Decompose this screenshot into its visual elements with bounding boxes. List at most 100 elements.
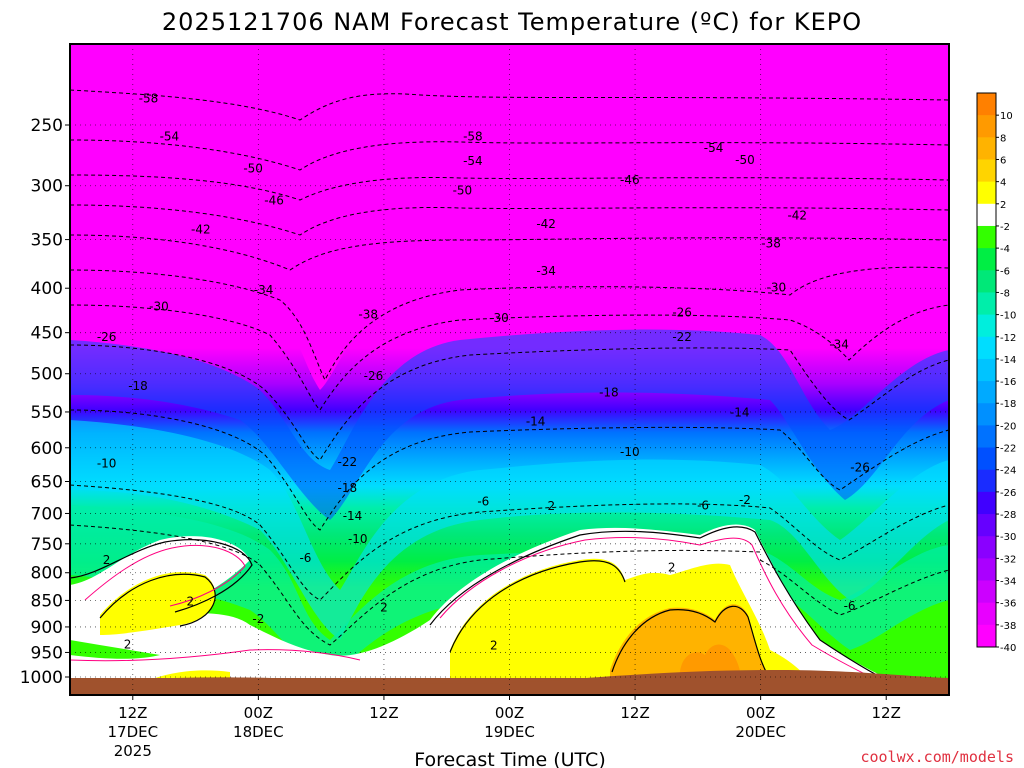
y-tick-label: 250 (31, 116, 63, 136)
isotherm-contours (70, 89, 949, 646)
colorbar-tick-label: -30 (1000, 532, 1016, 543)
isotherm-label: -50 (735, 153, 755, 167)
freezing-contours (70, 526, 891, 683)
y-tick-label: 550 (31, 403, 63, 423)
x-tick-label: 12Z (620, 704, 649, 722)
isotherm-label: -2 (739, 493, 751, 507)
isotherm-label: -50 (453, 183, 473, 197)
isotherm-label: -26 (364, 369, 384, 383)
colorbar-frame (976, 92, 997, 648)
isotherm-label: -6 (844, 599, 856, 613)
isotherm-label: -42 (536, 217, 556, 231)
band-yellow-warm (100, 571, 216, 635)
isotherm-label: -58 (463, 130, 483, 144)
y-tick-label: 750 (31, 535, 63, 555)
isotherm-label: -10 (348, 532, 368, 546)
isotherm-label: -26 (97, 330, 117, 344)
colorbar-tick-label: 10 (1000, 111, 1013, 122)
gridlines (70, 44, 949, 695)
x-tick-label: 00Z (495, 704, 524, 722)
colorbar-swatch (977, 314, 996, 338)
temperature-bands (70, 250, 949, 695)
isotherm-label: -42 (191, 222, 211, 236)
isotherm-label: -6 (299, 551, 311, 565)
colorbar-swatch (977, 491, 996, 515)
colorbar-tick-label: -36 (1000, 599, 1016, 610)
colorbar-swatch (977, 93, 996, 116)
colorbar-tick-label: -2 (1000, 222, 1010, 233)
colorbar-tick-label: -8 (1000, 288, 1010, 299)
isotherm-label: -30 (149, 299, 169, 313)
isotherm-label: -34 (829, 337, 849, 351)
y-tick-label: 700 (31, 504, 63, 524)
band-green-lower-left (70, 640, 160, 659)
isotherm-label: 2 (490, 638, 498, 652)
colorbar-swatch (977, 137, 996, 160)
isotherm-label: -14 (730, 406, 750, 420)
colorbar-tick-label: -38 (1000, 621, 1016, 632)
colorbar-tick-label: -26 (1000, 488, 1016, 499)
isotherm-label: -18 (337, 481, 357, 495)
isotherm-label: -30 (489, 311, 509, 325)
colorbar-swatch (977, 248, 996, 271)
colorbar-swatch (977, 425, 996, 449)
isotherm-label: -6 (697, 498, 709, 512)
warm-isotherm-contours (70, 537, 883, 683)
y-tick-label: 650 (31, 473, 63, 493)
colorbar-tick-label: -28 (1000, 510, 1016, 521)
chart-title: 2025121706 NAM Forecast Temperature (ºC)… (162, 8, 862, 36)
colorbar-swatch (977, 203, 996, 227)
colorbar-tick-label: -20 (1000, 421, 1016, 432)
isotherm-label: -14 (526, 414, 546, 428)
x-tick-label: 18DEC (233, 723, 284, 741)
isotherm-label: -22 (672, 330, 692, 344)
y-tick-label: 300 (31, 177, 63, 197)
colorbar-swatch (977, 580, 996, 604)
x-tick-label: 17DEC (107, 723, 158, 741)
colorbar-tick-label: -22 (1000, 444, 1016, 455)
y-tick-label: 350 (31, 231, 63, 251)
band-blue-trough (70, 329, 949, 520)
terrain-ground-upper (70, 670, 949, 695)
isotherm-labels: -58-54-50-46-42-34-30-26-18-10-38-26-22-… (97, 91, 870, 652)
x-tick-label: 12Z (369, 704, 398, 722)
colorbar-swatch (977, 536, 996, 559)
colorbar-swatch (977, 624, 996, 648)
isotherm-label: 2 (668, 561, 676, 575)
y-tick-label: 900 (31, 618, 63, 638)
colorbar-swatch (977, 270, 996, 293)
isotherm-label: -54 (704, 141, 724, 155)
band-cyan-layer (70, 420, 949, 640)
isotherm-label: -34 (254, 283, 274, 297)
colorbar-tick-label: -14 (1000, 355, 1016, 366)
colorbar-legend: 10 8 6 4 2 -2 -4 -6 -8 -10 -12 -14 -16 -18 -20 -22 -24 -2… (976, 92, 1016, 654)
colorbar-tick-label: 8 (1000, 133, 1006, 144)
isotherm-label: 2 (124, 637, 132, 651)
y-tick-label: 450 (31, 324, 63, 344)
colorbar-swatch (977, 447, 996, 471)
isotherm-label: -14 (343, 509, 363, 523)
y-tick-label: 950 (31, 643, 63, 663)
colorbar-tick-label: -24 (1000, 466, 1016, 477)
isotherm-label: -58 (139, 91, 159, 105)
isotherm-label: -22 (337, 455, 357, 469)
x-tick-label: 19DEC (484, 723, 535, 741)
colorbar-swatch (977, 115, 996, 138)
isotherm-label: 2 (380, 600, 388, 614)
isotherm-label: -26 (672, 306, 692, 320)
colorbar-swatch (977, 602, 996, 626)
isotherm-label: -46 (264, 193, 284, 207)
y-axis-pressure: 250 300 350 400 450 500 550 600 650 700 750 800 850 9… (20, 116, 70, 688)
colorbar-tick-label: -32 (1000, 554, 1016, 565)
colorbar-swatch (977, 159, 996, 183)
x-tick-label: 12Z (872, 704, 901, 722)
x-tick-label: 00Z (746, 704, 775, 722)
y-tick-label: 1000 (20, 668, 63, 688)
colorbar-tick-label: -12 (1000, 333, 1016, 344)
colorbar-swatch (977, 358, 996, 382)
isotherm-label: -54 (463, 154, 483, 168)
colorbar-swatch (977, 381, 996, 404)
isotherm-label: -10 (97, 457, 117, 471)
y-tick-label: 800 (31, 564, 63, 584)
credit-text: coolwx.com/models (860, 748, 1014, 766)
